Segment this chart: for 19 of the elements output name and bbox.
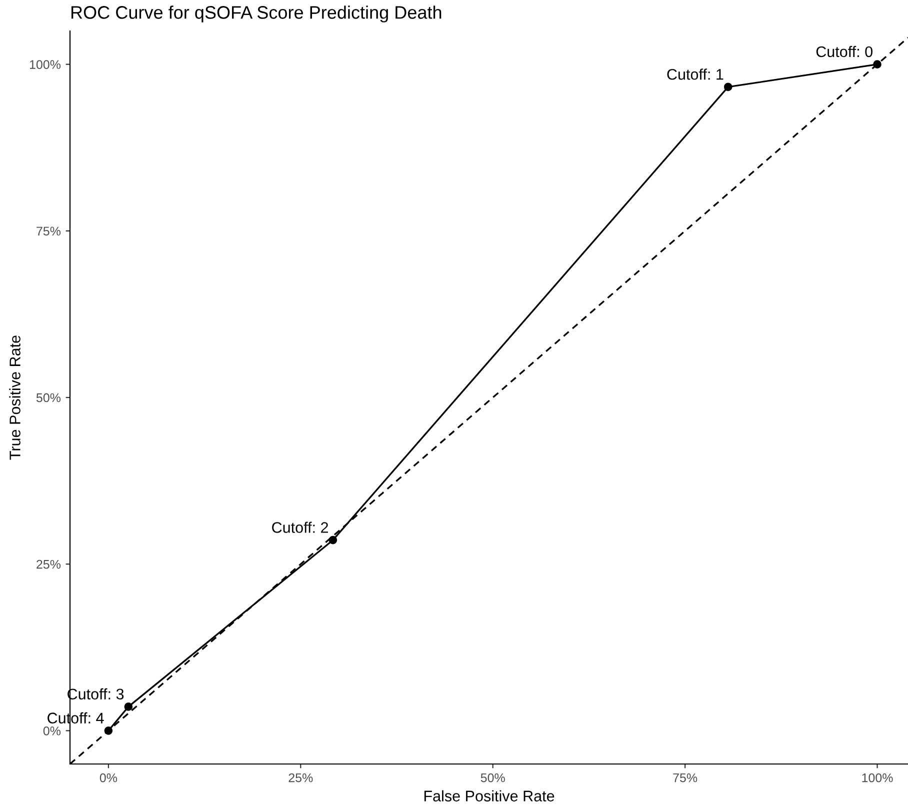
y-tick-label: 75% bbox=[36, 226, 61, 236]
annotation: Cutoff: 1 bbox=[667, 68, 724, 80]
x-tick-label: 25% bbox=[288, 773, 313, 782]
y-tick-label: 25% bbox=[36, 560, 61, 569]
point bbox=[328, 536, 338, 544]
x-axis-title: False Positive Rate bbox=[424, 790, 554, 802]
y-tick-label: 0% bbox=[43, 726, 61, 736]
point bbox=[124, 702, 133, 711]
annotation: Cutoff: 0 bbox=[816, 46, 872, 58]
x-tick-label: 75% bbox=[673, 773, 698, 782]
point bbox=[724, 82, 732, 92]
y-axis-title: True Positive Rate bbox=[9, 336, 20, 460]
annotation: Cutoff: 2 bbox=[272, 522, 328, 533]
x-tick-label: 50% bbox=[480, 773, 505, 782]
chart-title: ROC Curve for qSOFA Score Predicting Death bbox=[71, 6, 442, 22]
y-tick-label: 50% bbox=[36, 393, 61, 402]
y-tick-label: 100% bbox=[30, 60, 61, 69]
x-tick-label: 100% bbox=[862, 773, 893, 782]
x-tick-label: 0% bbox=[100, 773, 118, 782]
